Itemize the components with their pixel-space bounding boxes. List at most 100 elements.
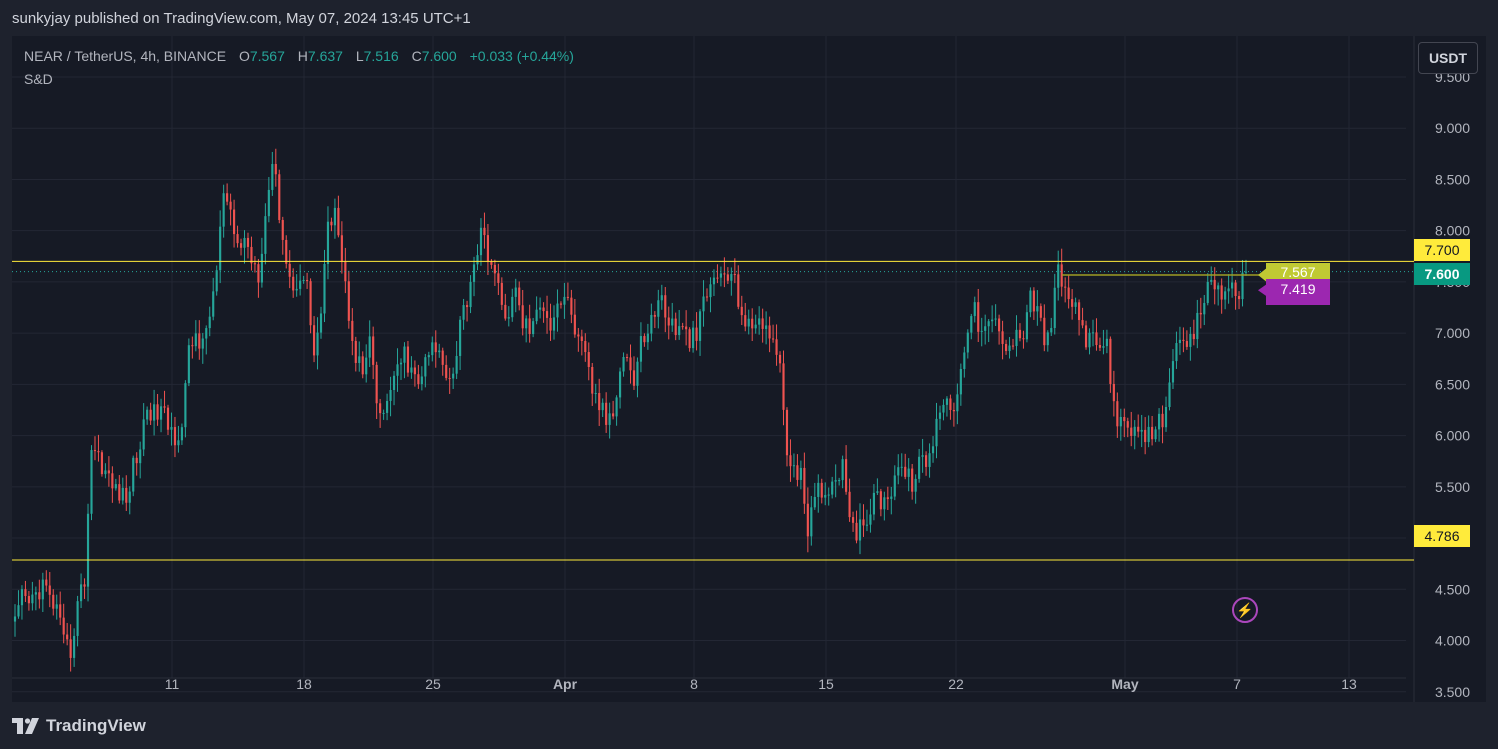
candle-body [100, 452, 104, 475]
candle-body [719, 273, 722, 278]
price-chart[interactable]: 9.5009.0008.5008.0007.5007.0006.5006.000… [12, 36, 1486, 702]
candle-body [1147, 426, 1150, 443]
candle-body [312, 325, 316, 356]
lightning-bolt-icon[interactable]: ⚡ [1232, 597, 1258, 623]
candle-body [135, 457, 138, 464]
candle-body [372, 336, 375, 365]
candle-body [462, 305, 465, 320]
candle-body [1164, 407, 1168, 428]
brand-label: TradingView [46, 716, 146, 735]
candle-body [344, 261, 347, 282]
candle-body [1185, 340, 1188, 347]
candle-body [504, 304, 507, 319]
candle-body [991, 319, 994, 322]
candle-body [591, 366, 594, 394]
candle-body [712, 277, 716, 285]
candle-body [212, 291, 215, 317]
candle-body [347, 281, 350, 321]
candle-body [758, 318, 761, 325]
candle-body [573, 314, 576, 335]
candle-body [511, 296, 514, 318]
candle-body [1213, 279, 1216, 290]
candle-body [358, 356, 361, 363]
candle-body [549, 317, 552, 331]
candle-body [159, 406, 163, 420]
candle-body [698, 311, 702, 341]
candle-body [90, 450, 93, 514]
candle-body [66, 634, 69, 640]
candle-body [598, 393, 601, 411]
candle-body [118, 484, 121, 501]
tradingview-logo[interactable]: TradingView [12, 715, 146, 737]
candle-body [264, 216, 267, 254]
close-value: 7.600 [421, 48, 457, 64]
candle-body [552, 317, 556, 331]
candle-body [765, 325, 768, 329]
candle-body [594, 393, 597, 395]
candle-body [559, 303, 563, 305]
currency-button[interactable]: USDT [1418, 42, 1478, 74]
candle-body [514, 287, 517, 297]
candle-body [34, 592, 37, 595]
candle-body [1231, 282, 1234, 289]
candle-body [702, 296, 705, 312]
candle-body [316, 332, 319, 356]
candle-body [528, 318, 531, 335]
candle-body [1199, 312, 1202, 315]
candle-body [987, 321, 990, 327]
x-tick-label: 18 [296, 676, 312, 692]
candle-body [695, 327, 698, 341]
candle-body [1203, 302, 1206, 315]
candle-body [149, 409, 152, 421]
candle-body [111, 473, 114, 489]
candle-body [556, 303, 559, 318]
candle-body [1025, 312, 1029, 340]
candle-body [1015, 329, 1018, 346]
candle-body [121, 487, 124, 501]
candle-body [667, 317, 670, 326]
candle-body [998, 318, 1001, 332]
chart-panel[interactable]: 9.5009.0008.5008.0007.5007.0006.5006.000… [12, 36, 1486, 702]
y-tick-label: 5.500 [1435, 479, 1470, 495]
candle-body [125, 487, 128, 503]
candle-body [180, 427, 183, 441]
candle-body [226, 193, 229, 202]
symbol-label[interactable]: NEAR / TetherUS, 4h, BINANCE [24, 48, 227, 64]
candle-body [563, 296, 566, 305]
candle-body [1067, 287, 1070, 300]
published-caption: sunkyjay published on TradingView.com, M… [12, 10, 471, 27]
candle-body [1189, 333, 1192, 347]
candle-body [434, 342, 437, 353]
candle-body [250, 246, 253, 264]
candle-body [796, 465, 799, 480]
candle-body [1192, 333, 1195, 340]
candle-body [24, 589, 27, 597]
candle-body [330, 221, 333, 226]
candle-body [441, 350, 444, 365]
candle-body [208, 316, 211, 329]
candle-body [274, 164, 277, 175]
y-tick-label: 8.500 [1435, 171, 1470, 187]
candle-body [949, 398, 952, 410]
candle-body [17, 605, 20, 617]
candle-body [643, 336, 646, 343]
y-tick-label: 4.500 [1435, 581, 1470, 597]
candle-body [890, 496, 893, 499]
candle-body [1004, 343, 1008, 352]
candle-body [865, 524, 869, 526]
candle-body [938, 412, 942, 419]
supply-zone-top-label: 7.567 [1266, 263, 1330, 282]
candle-body [424, 357, 427, 377]
candle-body [1220, 285, 1223, 300]
y-tick-label: 7.000 [1435, 325, 1470, 341]
candle-body [570, 297, 573, 315]
candle-body [1217, 285, 1220, 290]
candle-body [577, 334, 580, 337]
candle-body [299, 280, 302, 289]
candle-body [1018, 329, 1022, 339]
candle-body [1091, 332, 1095, 334]
candle-body [1112, 383, 1115, 402]
y-tick-label: 6.500 [1435, 376, 1470, 392]
indicator-label[interactable]: S&D [24, 71, 53, 87]
candle-body [465, 305, 469, 308]
